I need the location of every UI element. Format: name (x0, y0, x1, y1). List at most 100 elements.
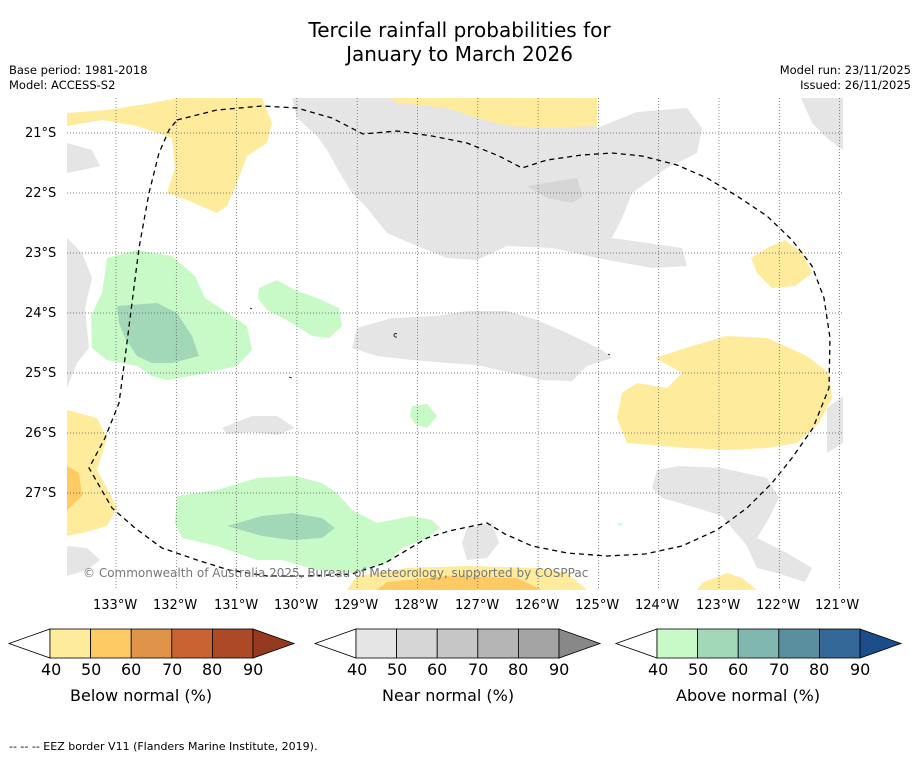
above-region-west-50 (117, 303, 199, 363)
colorbar-ticks-near: 40 50 60 70 80 90 (0, 660, 919, 682)
lat-label: 24°S (25, 306, 57, 321)
below-region-southeast (697, 573, 757, 590)
near-region-east-edge (827, 396, 843, 453)
colorbars (7, 628, 903, 659)
colorbar-ticks-below: 40 50 60 70 80 90 (0, 660, 919, 682)
tick-label: 80 (809, 660, 830, 679)
tick-label: 50 (387, 660, 408, 679)
lon-label: 127°W (455, 598, 500, 613)
lat-label: 23°S (25, 246, 57, 261)
tick-label: 40 (41, 660, 62, 679)
above-50-regions (117, 303, 335, 540)
colorbar-above-normal (614, 628, 903, 659)
above-region-dot (617, 523, 623, 526)
below-normal-regions (67, 98, 832, 590)
near-region-west-1 (67, 143, 100, 173)
above-region-center-north (258, 280, 342, 338)
colorbar-min-extend (614, 628, 658, 659)
lon-label: 126°W (515, 598, 560, 613)
colorbar-max-extend (252, 628, 296, 659)
title-line-2: January to March 2026 (346, 42, 573, 66)
below-region-east (751, 240, 812, 288)
near-region-small (222, 416, 295, 435)
lat-label: 22°S (25, 186, 57, 201)
near-region-50 (527, 178, 583, 203)
colorbar-segment (656, 628, 698, 659)
colorbar-max-extend (859, 628, 903, 659)
lon-label: 132°W (153, 598, 198, 613)
lon-label: 130°W (274, 598, 319, 613)
graticule (67, 98, 843, 590)
issued-date: Issued: 26/11/2025 (800, 78, 911, 92)
lat-label: 27°S (25, 486, 57, 501)
tick-label: 70 (162, 660, 183, 679)
above-region-center (410, 404, 437, 428)
copyright-notice: © Commonwealth of Australia 2025, Bureau… (83, 566, 589, 580)
tick-label: 70 (769, 660, 790, 679)
meta-right: Model run: 23/11/2025 Issued: 26/11/2025 (780, 63, 911, 93)
below-region-50 (67, 466, 82, 510)
tick-label: 50 (81, 660, 102, 679)
meta-left: Base period: 1981-2018 Model: ACCESS-S2 (9, 63, 148, 93)
lat-label: 21°S (25, 126, 57, 141)
lon-label: 122°W (756, 598, 801, 613)
lon-label: 123°W (696, 598, 741, 613)
below-region-east-large (617, 336, 832, 450)
tick-label: 60 (728, 660, 749, 679)
below-region-west-edge (67, 410, 117, 536)
island-2 (249, 307, 253, 310)
tick-label: 50 (688, 660, 709, 679)
colorbar-segment (778, 628, 820, 659)
islands (249, 307, 611, 379)
base-period: Base period: 1981-2018 (9, 63, 148, 77)
colorbar-segment (211, 628, 254, 659)
tick-label: 90 (549, 660, 570, 679)
tick-label: 80 (508, 660, 529, 679)
model-run: Model run: 23/11/2025 (779, 63, 911, 77)
tick-label: 70 (468, 660, 489, 679)
colorbar-segment (697, 628, 739, 659)
colorbar-segment (355, 628, 397, 659)
colorbar-segment (517, 628, 560, 659)
colorbar-segment (130, 628, 173, 659)
tick-label: 90 (243, 660, 264, 679)
tick-label: 90 (850, 660, 871, 679)
tick-label: 40 (648, 660, 669, 679)
near-region-northeast (801, 98, 843, 150)
lat-label: 26°S (25, 426, 57, 441)
near-region-center (352, 311, 612, 381)
tick-label: 40 (347, 660, 368, 679)
colorbar-segment (477, 628, 519, 659)
colorbar-segment (49, 628, 91, 659)
page-title: Tercile rainfall probabilities for Janua… (0, 18, 919, 66)
lon-label: 131°W (214, 598, 259, 613)
near-region-sw (67, 546, 100, 576)
below-region-north-center (390, 98, 597, 128)
colorbar-label-above: Above normal (%) (676, 686, 821, 705)
colorbar-min-extend (7, 628, 51, 659)
lon-label: 121°W (815, 598, 860, 613)
tick-label: 60 (121, 660, 142, 679)
tick-label: 80 (202, 660, 223, 679)
colorbar-ticks-above: 40 50 60 70 80 90 (0, 660, 919, 682)
lon-label: 124°W (635, 598, 680, 613)
eez-border-note: -- -- -- EEZ border V11 (Flanders Marine… (9, 740, 318, 753)
island-3 (288, 376, 293, 379)
colorbar-segment (396, 628, 438, 659)
colorbar-below-normal (7, 628, 296, 659)
below-region-northwest (67, 98, 272, 213)
lon-label: 129°W (334, 598, 379, 613)
tick-label: 60 (427, 660, 448, 679)
near-region-southeast (652, 466, 812, 582)
colorbar-max-extend (558, 628, 602, 659)
colorbar-min-extend (313, 628, 357, 659)
colorbar-segment (737, 628, 780, 659)
colorbar-label-near: Near normal (%) (382, 686, 515, 705)
near-normal-regions (67, 98, 843, 582)
colorbar-segment (171, 628, 213, 659)
eez-border (88, 105, 831, 577)
colorbar-near-normal (313, 628, 602, 659)
title-line-1: Tercile rainfall probabilities for (308, 18, 611, 42)
near-region-north (292, 98, 702, 268)
colorbar-label-below: Below normal (%) (70, 686, 213, 705)
